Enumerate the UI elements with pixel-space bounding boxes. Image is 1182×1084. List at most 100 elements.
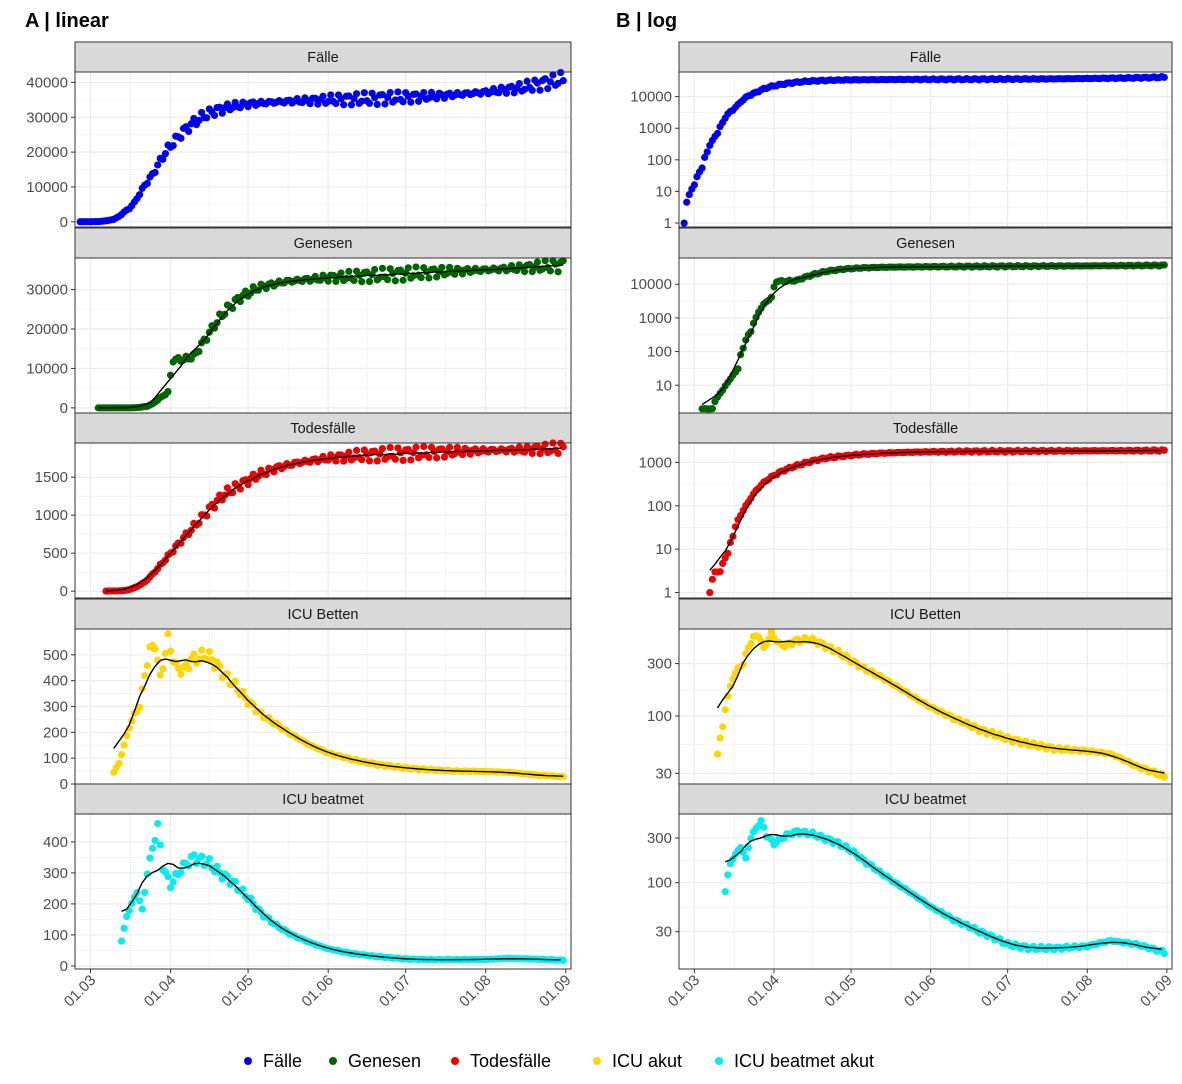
legend-key-icu-akut [593, 1057, 601, 1065]
data-point-genesen [412, 263, 420, 271]
data-point-icu-beatmet-akut [151, 836, 159, 845]
data-point-icu-akut [177, 670, 185, 678]
data-point-icu-beatmet-akut [135, 897, 144, 905]
data-point-fälle [557, 68, 565, 77]
data-point-fälle [394, 88, 402, 96]
y-tick-label: 20000 [26, 321, 68, 338]
data-point-genesen [425, 274, 433, 282]
data-point-fälle [433, 95, 441, 103]
panel-border [74, 442, 572, 599]
data-point-todesfälle [391, 455, 399, 463]
data-point-fälle [143, 179, 151, 188]
data-point-icu-beatmet-akut [231, 877, 239, 886]
data-point-icu-beatmet-akut [213, 862, 221, 870]
y-tick-label: 100 [647, 498, 672, 515]
data-point-icu-beatmet-akut [197, 852, 206, 860]
data-point-genesen [378, 264, 387, 272]
data-point-icu-akut [742, 650, 750, 658]
y-tick-label: 1000 [35, 507, 68, 524]
data-point-fälle [502, 89, 511, 97]
data-point-icu-akut [757, 637, 765, 645]
data-point-icu-akut [223, 670, 232, 678]
data-point-todesfälle [169, 548, 177, 556]
panel-background [679, 443, 1172, 598]
facet-strip-label: Genesen [896, 236, 955, 252]
y-tick-label: 1 [664, 585, 672, 602]
data-point-fälle [373, 100, 381, 108]
data-point-todesfälle [541, 440, 549, 448]
data-point-fälle [680, 219, 688, 227]
panel-border [678, 71, 1173, 228]
data-point-fälle [327, 91, 335, 99]
data-point-icu-beatmet-akut [559, 956, 567, 965]
data-point-fälle [169, 141, 177, 150]
legend-key-todesfälle [451, 1057, 459, 1065]
data-point-icu-beatmet-akut [164, 873, 172, 881]
x-tick-label: 01.07 [376, 972, 415, 1011]
facet-strip-label: Fälle [307, 50, 338, 66]
data-point-icu-beatmet-akut [148, 844, 157, 852]
data-point-genesen [533, 258, 542, 266]
data-point-fälle [559, 77, 567, 85]
data-point-fälle [546, 78, 554, 86]
data-point-genesen [365, 277, 374, 286]
data-point-icu-akut [719, 723, 727, 731]
y-tick-label: 100 [43, 927, 68, 944]
data-point-icu-beatmet-akut [177, 868, 185, 877]
facet-strip-label: ICU beatmet [885, 792, 966, 808]
data-point-genesen [451, 270, 459, 278]
data-point-genesen [554, 268, 562, 276]
x-tick-label: 01.03 [665, 972, 704, 1011]
data-point-genesen [210, 324, 219, 332]
data-point-icu-akut [166, 647, 175, 655]
legend-label: Fälle [263, 1051, 302, 1071]
x-tick-label: 01.09 [1137, 972, 1176, 1011]
y-tick-label: 100 [647, 344, 672, 361]
y-tick-label: 30000 [26, 109, 68, 126]
data-point-todesfälle [358, 456, 366, 464]
x-tick-label: 01.05 [821, 972, 860, 1011]
data-point-fälle [324, 97, 332, 106]
panel-border [678, 813, 1173, 970]
data-point-icu-akut [141, 672, 149, 680]
fit-curve [98, 264, 564, 409]
data-point-fälle [358, 97, 366, 105]
y-tick-label: 0 [60, 214, 68, 231]
data-point-todesfälle [195, 519, 203, 527]
data-point-icu-beatmet-akut [190, 851, 198, 859]
y-tick-label: 10000 [630, 276, 672, 293]
data-point-todesfälle [1160, 446, 1168, 454]
data-point-todesfälle [433, 454, 441, 462]
panel-border [678, 442, 1173, 599]
data-point-icu-akut [190, 650, 198, 658]
data-point-genesen [734, 365, 742, 373]
facet-strip-label: Todesfälle [290, 421, 355, 437]
data-point-todesfälle [352, 446, 361, 455]
data-point-fälle [185, 127, 193, 136]
data-point-genesen [195, 347, 203, 356]
data-point-icu-beatmet-akut [1160, 949, 1168, 958]
data-point-icu-beatmet-akut [120, 924, 128, 932]
y-tick-label: 100 [647, 152, 672, 169]
data-point-fälle [683, 198, 691, 206]
data-point-genesen [1160, 261, 1168, 269]
y-tick-label: 400 [43, 834, 68, 851]
legend-key-icu-beatmet-akut [715, 1057, 723, 1065]
data-point-fälle [216, 103, 224, 111]
x-tick-label: 01.07 [978, 972, 1017, 1011]
data-point-icu-akut [164, 630, 172, 638]
data-point-icu-akut [231, 677, 239, 685]
data-point-icu-akut [156, 671, 164, 679]
data-point-fälle [703, 148, 711, 156]
y-tick-label: 30000 [26, 282, 68, 299]
legend-label: ICU akut [612, 1051, 682, 1071]
data-point-genesen [520, 268, 529, 276]
data-point-todesfälle [332, 457, 340, 465]
data-point-todesfälle [716, 568, 724, 576]
data-point-icu-beatmet-akut [138, 905, 146, 913]
x-tick-label: 01.05 [218, 972, 257, 1011]
data-point-genesen [383, 276, 392, 284]
facet-strip [678, 598, 1173, 630]
data-point-fälle [701, 153, 709, 161]
